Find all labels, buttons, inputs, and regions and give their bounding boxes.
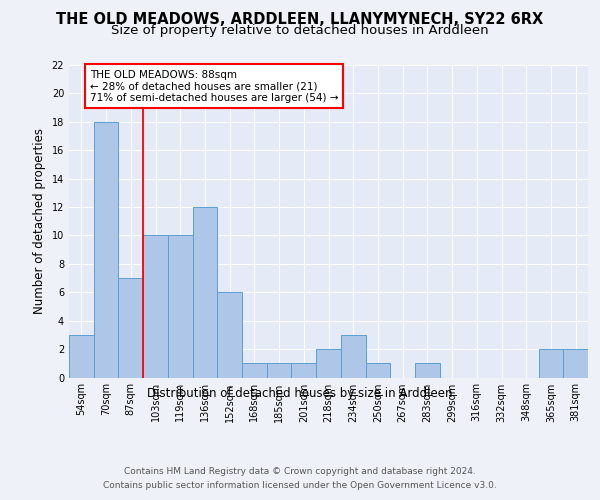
Y-axis label: Number of detached properties: Number of detached properties: [33, 128, 46, 314]
Bar: [539, 349, 563, 378]
Bar: [143, 236, 168, 378]
Bar: [193, 207, 217, 378]
Bar: [292, 364, 316, 378]
Bar: [217, 292, 242, 378]
Bar: [118, 278, 143, 378]
Bar: [69, 335, 94, 378]
Text: Contains public sector information licensed under the Open Government Licence v3: Contains public sector information licen…: [103, 481, 497, 490]
Bar: [316, 349, 341, 378]
Bar: [341, 335, 365, 378]
Bar: [242, 364, 267, 378]
Bar: [267, 364, 292, 378]
Text: Size of property relative to detached houses in Arddleen: Size of property relative to detached ho…: [111, 24, 489, 37]
Text: THE OLD MEADOWS, ARDDLEEN, LLANYMYNECH, SY22 6RX: THE OLD MEADOWS, ARDDLEEN, LLANYMYNECH, …: [56, 12, 544, 28]
Bar: [365, 364, 390, 378]
Text: THE OLD MEADOWS: 88sqm
← 28% of detached houses are smaller (21)
71% of semi-det: THE OLD MEADOWS: 88sqm ← 28% of detached…: [90, 70, 338, 103]
Bar: [563, 349, 588, 378]
Bar: [415, 364, 440, 378]
Text: Contains HM Land Registry data © Crown copyright and database right 2024.: Contains HM Land Registry data © Crown c…: [124, 467, 476, 476]
Bar: [168, 236, 193, 378]
Text: Distribution of detached houses by size in Arddleen: Distribution of detached houses by size …: [147, 388, 453, 400]
Bar: [94, 122, 118, 378]
